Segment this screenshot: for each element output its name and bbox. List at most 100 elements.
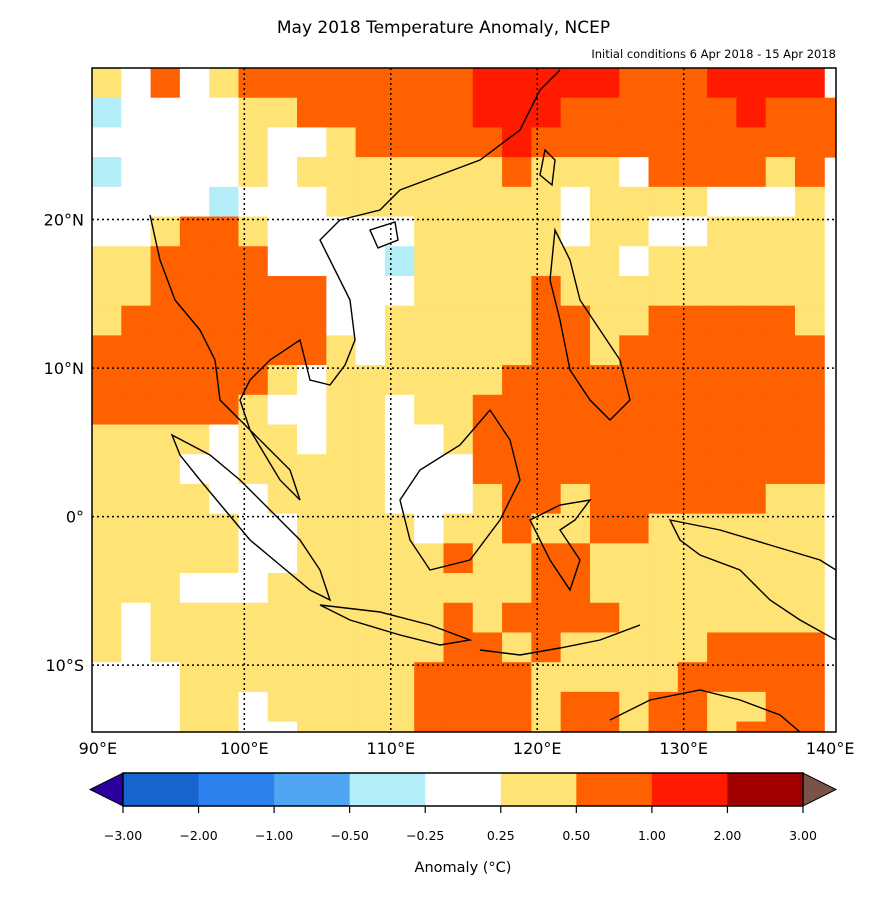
anomaly-cell xyxy=(384,573,415,604)
anomaly-cell xyxy=(297,424,327,455)
anomaly-cell xyxy=(238,305,269,336)
anomaly-cell xyxy=(209,602,239,633)
anomaly-cell xyxy=(150,305,181,336)
anomaly-cell xyxy=(707,573,737,604)
anomaly-cell xyxy=(355,632,386,663)
anomaly-cell xyxy=(121,394,152,426)
anomaly-cell xyxy=(238,573,269,604)
anomaly-cell xyxy=(531,632,562,663)
anomaly-cell xyxy=(355,543,386,574)
anomaly-cell xyxy=(677,335,708,366)
anomaly-cell xyxy=(765,157,796,188)
anomaly-cell xyxy=(209,632,239,663)
anomaly-cell xyxy=(121,632,152,663)
anomaly-cell xyxy=(560,365,591,396)
anomaly-cell xyxy=(619,691,650,723)
anomaly-cell xyxy=(707,305,737,336)
anomaly-cell xyxy=(531,335,562,366)
anomaly-cell xyxy=(150,246,181,277)
anomaly-cell xyxy=(355,305,386,336)
anomaly-cell xyxy=(355,68,386,99)
anomaly-cell xyxy=(736,454,767,485)
anomaly-cell xyxy=(355,365,386,396)
anomaly-cell xyxy=(121,275,152,307)
anomaly-cell xyxy=(414,721,444,732)
anomaly-cell xyxy=(619,335,650,366)
anomaly-cell xyxy=(326,483,357,515)
coastline-hainan xyxy=(369,221,399,249)
anomaly-cell xyxy=(765,632,796,663)
anomaly-cell xyxy=(648,483,679,515)
anomaly-cell xyxy=(443,573,474,604)
colorbar-over-arrow xyxy=(802,772,838,807)
anomaly-cell xyxy=(150,543,181,574)
anomaly-cell xyxy=(384,662,415,693)
anomaly-cell xyxy=(531,186,562,218)
anomaly-cell xyxy=(121,216,152,247)
anomaly-cell xyxy=(238,513,269,544)
anomaly-cell xyxy=(677,662,708,693)
anomaly-cell xyxy=(209,335,239,366)
anomaly-cell xyxy=(384,721,415,732)
anomaly-cell xyxy=(677,186,708,218)
anomaly-cell xyxy=(560,394,591,426)
anomaly-cell xyxy=(472,97,503,128)
anomaly-cell xyxy=(736,275,767,307)
anomaly-cell xyxy=(794,573,825,604)
anomaly-cell xyxy=(648,632,679,663)
anomaly-cell xyxy=(794,305,825,336)
anomaly-cell xyxy=(502,602,532,633)
anomaly-cell xyxy=(297,632,327,663)
colorbar-segment xyxy=(274,773,351,806)
anomaly-cell xyxy=(589,513,620,544)
anomaly-cell xyxy=(384,275,415,307)
anomaly-cell xyxy=(238,691,269,723)
anomaly-cell xyxy=(472,127,503,158)
anomaly-cell xyxy=(736,216,767,247)
anomaly-cell xyxy=(472,513,503,544)
anomaly-cell xyxy=(707,632,737,663)
anomaly-cell xyxy=(736,543,767,574)
anomaly-cell xyxy=(648,394,679,426)
anomaly-cell xyxy=(326,68,357,99)
anomaly-cell xyxy=(121,186,152,218)
anomaly-cell xyxy=(648,335,679,366)
anomaly-cell xyxy=(150,97,181,128)
anomaly-cell xyxy=(267,365,298,396)
anomaly-cell xyxy=(502,186,532,218)
anomaly-cell xyxy=(267,186,298,218)
anomaly-cell xyxy=(121,483,152,515)
anomaly-cell xyxy=(589,394,620,426)
anomaly-cell xyxy=(502,721,532,732)
anomaly-cell xyxy=(92,246,122,277)
anomaly-cell xyxy=(297,335,327,366)
coastline-sumatra xyxy=(170,433,332,602)
anomaly-cell xyxy=(765,335,796,366)
x-tick-label: 90°E xyxy=(79,739,117,758)
anomaly-cell xyxy=(736,127,767,158)
anomaly-cell xyxy=(355,602,386,633)
anomaly-cell xyxy=(619,365,650,396)
anomaly-cell xyxy=(209,246,239,277)
anomaly-cell xyxy=(92,454,122,485)
anomaly-cell xyxy=(179,691,210,723)
anomaly-cell xyxy=(707,275,737,307)
anomaly-cell xyxy=(736,483,767,515)
anomaly-cell xyxy=(619,721,650,732)
anomaly-cell xyxy=(297,246,327,277)
anomaly-cell xyxy=(648,543,679,574)
colorbar-tick-label: 2.00 xyxy=(714,828,742,843)
anomaly-cell xyxy=(619,246,650,277)
anomaly-cell xyxy=(326,275,357,307)
anomaly-cell xyxy=(414,483,444,515)
anomaly-cell xyxy=(736,186,767,218)
anomaly-cell xyxy=(267,335,298,366)
anomaly-cell xyxy=(384,335,415,366)
anomaly-cell xyxy=(707,424,737,455)
anomaly-cell xyxy=(765,513,796,544)
anomaly-cell xyxy=(267,483,298,515)
anomaly-cell xyxy=(502,424,532,455)
anomaly-cell xyxy=(179,454,210,485)
